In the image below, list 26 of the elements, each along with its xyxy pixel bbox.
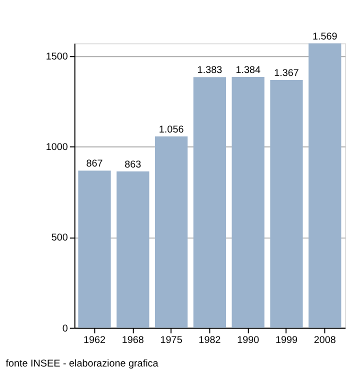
data-label: 1.569 [312,31,338,42]
x-tick-label: 1962 [83,335,106,346]
data-label: 1.384 [236,64,261,76]
bar [308,43,342,328]
data-label: 867 [86,158,104,170]
source-note: fonte INSEE - elaborazione grafica [6,358,159,370]
data-label: 1.383 [197,65,223,76]
bar [232,76,264,328]
y-tick-label: 500 [51,232,68,244]
bar [193,77,226,328]
x-tick-label: 2008 [314,335,336,346]
y-tick-label: 1500 [46,51,68,62]
x-tick-label: 1968 [122,335,144,346]
x-tick-label: 1990 [237,335,260,346]
data-label: 1.367 [274,68,300,80]
y-tick-label: 0 [62,323,68,334]
y-tick-label: 1000 [46,142,68,154]
bar [154,136,188,328]
bar [270,80,303,328]
x-tick-label: 1982 [198,335,222,346]
x-tick-label: 1975 [160,335,183,346]
x-tick-label: 1999 [275,335,298,346]
data-label: 863 [124,159,142,170]
bar [78,170,111,328]
data-label: 1.056 [158,124,184,136]
bar [116,171,150,328]
